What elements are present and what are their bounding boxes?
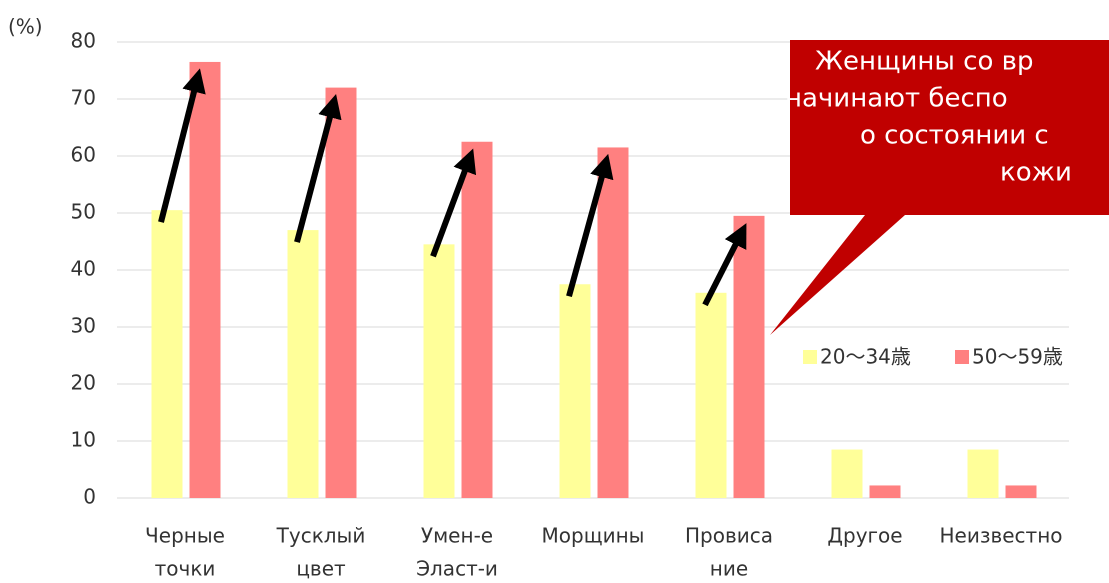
callout-text: о состоянии с (860, 121, 1049, 151)
legend-label: 20～34歳 (820, 345, 911, 369)
y-tick-label: 50 (71, 200, 96, 224)
callout-text: кожи (1000, 158, 1072, 188)
x-tick-label: цвет (296, 557, 346, 581)
arrow (294, 93, 342, 243)
bar (597, 147, 629, 498)
bar (325, 87, 357, 498)
y-tick-label: 80 (71, 29, 96, 53)
callout-text: Женщины со вр (815, 47, 1033, 77)
x-tick-label: Неизвестно (939, 524, 1062, 548)
x-tick-label: Другое (827, 524, 902, 548)
bar (869, 485, 901, 498)
bar (461, 141, 493, 498)
callout (770, 40, 1109, 335)
x-tick-label: Умен-е (421, 524, 493, 548)
y-tick-label: 20 (71, 371, 96, 395)
arrow (158, 68, 206, 223)
y-tick-label: 60 (71, 143, 96, 167)
callout-text: начинают беспо (785, 84, 1008, 114)
x-tick-label: Морщины (542, 524, 645, 548)
bar (287, 230, 319, 498)
bar (1005, 485, 1037, 498)
legend-swatch (803, 350, 817, 364)
y-tick-label: 10 (71, 428, 96, 452)
y-tick-label: 70 (71, 86, 96, 110)
y-unit: (%) (8, 15, 43, 39)
bar (423, 244, 455, 498)
x-tick-label: Черные (145, 524, 225, 548)
bar (967, 449, 999, 498)
x-tick-label: Эласт-и (416, 557, 498, 581)
bar (733, 215, 765, 498)
arrow (566, 153, 614, 298)
y-tick-label: 0 (83, 485, 96, 509)
x-tick-label: точки (155, 557, 216, 581)
bar (189, 61, 221, 498)
x-tick-label: ние (710, 557, 748, 581)
bar (695, 292, 727, 498)
arrow (430, 148, 477, 258)
bar (831, 449, 863, 498)
bar (151, 210, 183, 498)
x-tick-label: Тусклый (276, 524, 366, 548)
y-tick-label: 30 (71, 314, 96, 338)
legend-swatch (955, 350, 969, 364)
legend-label: 50～59歳 (972, 345, 1063, 369)
y-tick-label: 40 (71, 257, 96, 281)
bar (559, 284, 591, 498)
arrow (702, 223, 747, 307)
x-tick-label: Провиса (685, 524, 773, 548)
